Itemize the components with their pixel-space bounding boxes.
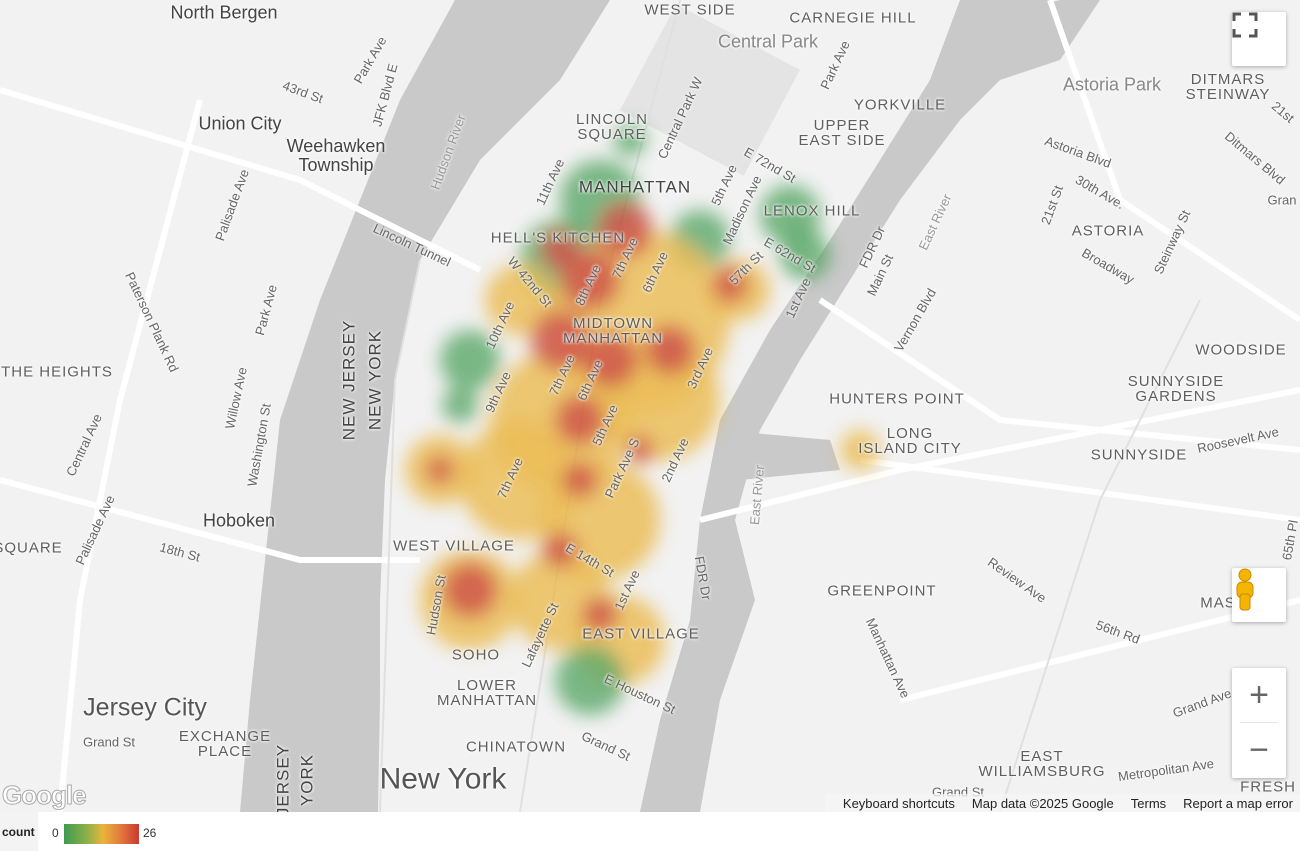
street-label: Grand St bbox=[82, 734, 136, 750]
heatmap-blob bbox=[442, 387, 478, 423]
heatmap-blob bbox=[597, 202, 653, 258]
label-sunnyside: SUNNYSIDE bbox=[1090, 446, 1188, 464]
pegman-icon bbox=[1236, 568, 1254, 611]
label-chinatown: CHINATOWN bbox=[465, 738, 567, 756]
heatmap-blob bbox=[530, 310, 590, 370]
fullscreen-icon bbox=[1232, 12, 1258, 38]
label-west-village: WEST VILLAGE bbox=[393, 537, 515, 555]
label-east-williamsburg: EAST WILLIAMSBURG bbox=[978, 748, 1106, 780]
label-carnegie-hill: CARNEGIE HILL bbox=[789, 9, 917, 27]
legend-title: count bbox=[0, 812, 38, 851]
heatmap-blob bbox=[780, 230, 830, 280]
heatmap-layer bbox=[405, 124, 880, 715]
label-yorkville: YORKVILLE bbox=[853, 96, 947, 114]
fullscreen-button[interactable] bbox=[1232, 12, 1286, 66]
label-fresh: FRESH bbox=[1240, 778, 1296, 796]
label-square: SQUARE bbox=[0, 539, 63, 557]
label-lower-manhattan: LOWER MANHATTAN bbox=[436, 677, 538, 709]
label-soho: SOHO bbox=[451, 646, 501, 664]
heatmap-blob bbox=[645, 325, 695, 375]
heatmap-blob bbox=[560, 250, 620, 310]
zoom-in-button[interactable]: + bbox=[1249, 675, 1269, 714]
heatmap-blob bbox=[626, 436, 654, 464]
heatmap-blob bbox=[426, 456, 454, 484]
label-the-heights: THE HEIGHTS bbox=[1, 363, 113, 381]
heatmap-blob bbox=[562, 462, 598, 498]
label-new-jersey: NEW JERSEY bbox=[339, 319, 359, 441]
label-lincoln-square: LINCOLN SQUARE bbox=[575, 111, 649, 143]
label-maspeth: MAS bbox=[1200, 594, 1236, 612]
terms-link[interactable]: Terms bbox=[1130, 795, 1167, 811]
legend-gradient-bar bbox=[64, 824, 139, 844]
label-central-park: Central Park bbox=[717, 31, 819, 52]
map-data-text: Map data ©2025 Google bbox=[971, 795, 1114, 811]
label-north-bergen: North Bergen bbox=[170, 2, 278, 23]
attribution-bar: Keyboard shortcuts Map data ©2025 Google… bbox=[824, 794, 1300, 812]
label-sunnyside-gardens: SUNNYSIDE GARDENS bbox=[1127, 373, 1225, 405]
heatmap-blob bbox=[840, 430, 880, 470]
label-hells-kitchen: HELL'S KITCHEN bbox=[490, 229, 626, 247]
label-weehawken: Weehawken Township bbox=[286, 136, 386, 175]
label-york: YORK bbox=[297, 753, 317, 807]
heatmap-blob bbox=[540, 230, 580, 270]
legend-max: 26 bbox=[143, 826, 157, 840]
label-long-island-city: LONG ISLAND CITY bbox=[858, 425, 962, 457]
label-ditmars-steinway: DITMARS STEINWAY bbox=[1185, 71, 1271, 103]
label-hoboken: Hoboken bbox=[202, 510, 276, 531]
label-union-city: Union City bbox=[198, 113, 282, 134]
heatmap-blob bbox=[542, 532, 578, 568]
label-upper-east-side: UPPER EAST SIDE bbox=[798, 117, 886, 149]
label-greenpoint: GREENPOINT bbox=[827, 582, 937, 600]
google-logo: Google bbox=[2, 780, 88, 811]
heatmap-blob bbox=[555, 395, 605, 445]
east-river bbox=[640, 0, 1050, 812]
heatmap-blob bbox=[712, 267, 748, 303]
label-lenox-hill: LENOX HILL bbox=[763, 202, 861, 220]
heatmap-blob bbox=[582, 597, 618, 633]
label-exchange-place: EXCHANGE PLACE bbox=[178, 728, 272, 760]
heatmap-legend: count 0 26 bbox=[0, 812, 1300, 851]
heatmap-blob bbox=[614, 124, 646, 156]
legend-min: 0 bbox=[52, 826, 59, 840]
street-label: Gran bbox=[1267, 192, 1297, 208]
label-midtown-manhattan: MIDTOWN MANHATTAN bbox=[562, 315, 664, 347]
heatmap-blob bbox=[440, 330, 500, 390]
report-map-error-link[interactable]: Report a map error bbox=[1183, 795, 1293, 811]
map-base bbox=[0, 0, 1300, 812]
label-west-side: WEST SIDE bbox=[644, 1, 736, 19]
label-jersey-city: Jersey City bbox=[83, 693, 207, 722]
label-astoria: ASTORIA bbox=[1071, 222, 1145, 240]
heatmap-blob bbox=[485, 265, 555, 335]
zoom-out-button[interactable]: − bbox=[1249, 730, 1269, 769]
label-astoria-park: Astoria Park bbox=[1062, 74, 1162, 95]
keyboard-shortcuts-link[interactable]: Keyboard shortcuts bbox=[842, 795, 955, 811]
heatmap-blob bbox=[555, 645, 625, 715]
label-new-york: New York bbox=[379, 762, 507, 796]
heatmap-blob bbox=[582, 332, 638, 388]
label-jersey: JERSEY bbox=[273, 743, 293, 812]
label-east-village: EAST VILLAGE bbox=[582, 625, 700, 643]
label-manhattan: MANHATTAN bbox=[578, 177, 692, 197]
heatmap-blob bbox=[442, 562, 498, 618]
map[interactable]: North Bergen Union City Weehawken Townsh… bbox=[0, 0, 1300, 812]
hudson-river bbox=[240, 0, 610, 812]
label-new-york-state: NEW YORK bbox=[365, 329, 385, 431]
zoom-divider bbox=[1240, 722, 1278, 723]
label-hunters-point: HUNTERS POINT bbox=[829, 390, 965, 408]
label-woodside: WOODSIDE bbox=[1195, 341, 1287, 359]
street-view-pegman-button[interactable] bbox=[1232, 568, 1286, 622]
central-park bbox=[620, 4, 800, 176]
zoom-control: + − bbox=[1232, 668, 1286, 778]
